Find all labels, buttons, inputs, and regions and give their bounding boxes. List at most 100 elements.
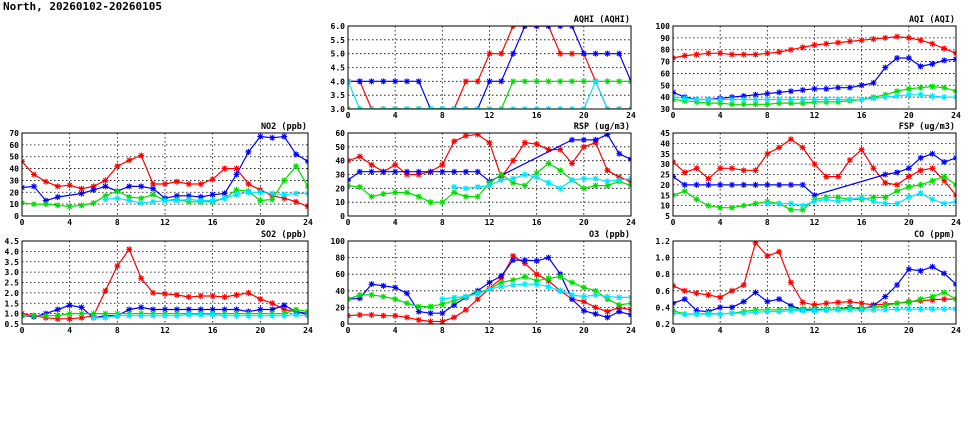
data-point (403, 78, 410, 85)
data-point (269, 306, 276, 313)
data-point (54, 194, 61, 201)
data-point (197, 292, 204, 299)
data-point (616, 308, 623, 315)
data-point (811, 161, 818, 168)
plot-frame (672, 240, 957, 325)
data-point (823, 85, 830, 92)
data-point (870, 198, 877, 205)
data-point (451, 168, 458, 175)
data-point (569, 279, 576, 286)
data-point (811, 85, 818, 92)
data-point (162, 197, 168, 204)
x-tick-label: 12 (810, 218, 820, 227)
data-point (693, 51, 700, 58)
data-point (681, 52, 688, 59)
y-tick-label: 80 (660, 46, 670, 55)
data-point (102, 183, 109, 190)
data-point (427, 318, 434, 324)
data-point (474, 193, 481, 200)
data-point (486, 182, 493, 189)
data-point (498, 177, 505, 184)
y-tick-label: 80 (335, 254, 345, 263)
data-point (356, 78, 363, 85)
series-line (673, 138, 956, 196)
data-point (580, 185, 587, 192)
data-point (138, 195, 145, 202)
data-point (764, 96, 771, 103)
data-point (185, 192, 192, 199)
data-point (580, 284, 587, 291)
data-point (941, 177, 948, 184)
x-tick-label: 0 (671, 111, 676, 120)
y-tick-label: 0.2 (656, 320, 671, 329)
data-point (356, 183, 363, 190)
data-point (592, 287, 599, 294)
data-point (197, 194, 204, 201)
chart-title: FSP (ug/m3) (899, 122, 955, 132)
data-point (569, 78, 576, 85)
data-point (929, 40, 936, 47)
data-point (799, 44, 806, 51)
data-point (882, 200, 889, 207)
data-point (54, 183, 61, 190)
x-tick-label: 8 (440, 111, 445, 120)
data-point (740, 96, 747, 103)
data-point (197, 311, 204, 318)
plot-frame (347, 240, 632, 325)
y-tick-label: 20 (660, 181, 670, 190)
y-tick-label: 30 (9, 176, 19, 185)
x-tick-label: 8 (765, 218, 770, 227)
data-point (616, 177, 623, 184)
data-point (740, 51, 747, 58)
data-point (185, 294, 192, 301)
data-point (30, 183, 37, 190)
data-point (894, 306, 901, 313)
y-tick-label: 60 (335, 270, 345, 279)
y-tick-label: 25 (660, 171, 670, 180)
data-point (905, 91, 912, 98)
data-point (403, 168, 410, 175)
data-point (498, 279, 505, 286)
data-point (604, 182, 611, 189)
data-point (439, 310, 446, 317)
plot-frame (672, 25, 957, 110)
data-point (138, 183, 145, 190)
data-point (823, 40, 830, 47)
series-co-3 (673, 306, 956, 318)
data-point (138, 152, 145, 159)
data-point (281, 302, 288, 309)
data-point (545, 254, 552, 261)
data-point (929, 263, 936, 270)
plot-frame (21, 132, 309, 217)
data-point (42, 178, 49, 185)
data-point (510, 281, 517, 288)
y-tick-label: 3.0 (331, 105, 346, 114)
data-point (894, 300, 901, 307)
data-point (787, 46, 794, 53)
data-point (693, 290, 700, 297)
x-tick-label: 4 (718, 111, 723, 120)
data-point (811, 96, 818, 103)
data-point (717, 165, 724, 172)
data-point (905, 55, 912, 62)
data-point (846, 196, 853, 203)
data-point (126, 306, 133, 313)
data-point (764, 200, 771, 207)
data-point (150, 312, 157, 319)
x-tick-label: 24 (303, 218, 313, 227)
data-point (592, 291, 599, 298)
data-point (569, 136, 576, 143)
y-tick-label: 40 (660, 93, 670, 102)
data-point (693, 307, 700, 314)
data-point (764, 308, 771, 315)
data-point (776, 100, 783, 107)
x-tick-label: 24 (626, 326, 636, 335)
x-tick-label: 0 (346, 111, 351, 120)
data-point (776, 89, 783, 96)
data-point (917, 296, 924, 303)
data-point (835, 84, 842, 91)
chart-co: 0 4 8 12 16 20 24 0.2 0.4 0.6 0.8 1.0 1.2 CO (ppm) (656, 230, 961, 335)
chart-title: RSP (ug/m3) (574, 122, 630, 132)
data-point (66, 315, 73, 322)
data-point (498, 78, 505, 85)
